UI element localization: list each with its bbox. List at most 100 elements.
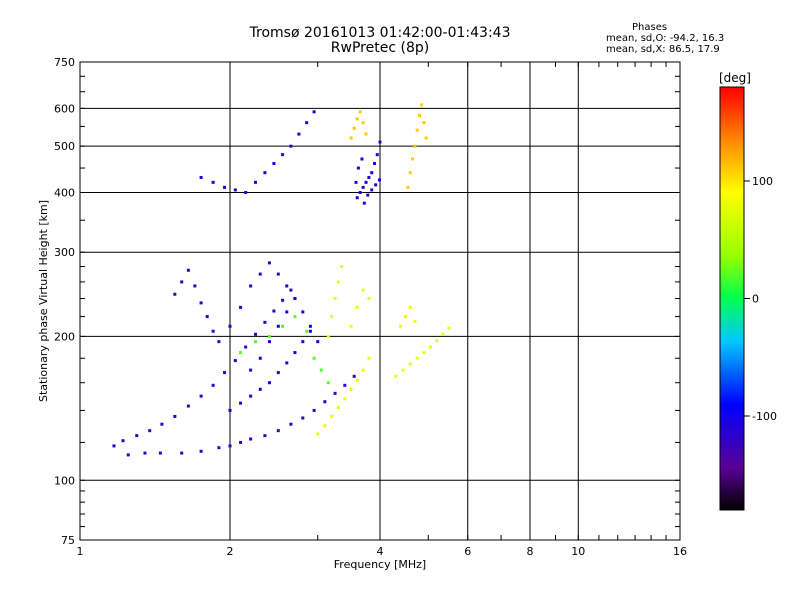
data-point [186,404,190,408]
data-point [422,351,426,355]
data-point [343,397,347,401]
data-point [297,132,301,136]
data-point [293,315,297,319]
x-tick-label: 10 [571,545,585,558]
data-point [408,362,412,366]
data-point [377,178,381,182]
data-point [228,408,232,412]
data-point [276,272,280,276]
x-tick-label: 8 [527,545,534,558]
data-point [370,188,374,192]
data-point [370,171,374,175]
data-point [217,446,221,450]
data-point [186,268,190,272]
data-point [301,340,305,344]
data-point [199,301,203,305]
data-point [281,153,285,157]
data-point [364,180,368,184]
data-point [293,351,297,355]
data-point [205,315,209,319]
data-point [355,117,359,121]
data-point [411,157,415,161]
data-point [413,144,417,148]
data-point [428,345,432,349]
data-point [249,437,253,441]
data-point [360,157,364,161]
y-tick-label: 500 [54,140,75,153]
data-point [199,175,203,179]
data-point [408,171,412,175]
data-point [323,424,327,428]
data-point [394,374,398,378]
data-point [272,309,276,313]
data-point [285,361,289,365]
data-point [358,190,362,194]
data-point [173,292,177,296]
data-point [263,171,267,175]
data-point [199,394,203,398]
data-point [285,284,289,288]
data-point [406,185,410,189]
data-point [249,368,253,372]
x-tick-label: 4 [377,545,384,558]
data-point [408,305,412,309]
data-point [358,110,362,114]
data-point [305,329,309,333]
colorbar-tick-label: 100 [752,175,773,188]
data-point [336,405,340,409]
data-point [352,374,356,378]
data-point [267,340,271,344]
data-point [361,121,365,125]
data-point [354,180,358,184]
data-point [301,310,305,314]
data-point [173,414,177,418]
data-point [239,305,243,309]
data-point [366,193,370,197]
chart-title: Tromsø 20161013 01:42:00-01:43:43 [249,25,511,41]
y-tick-label: 750 [54,56,75,69]
axis-ticks: 1 2 4 6 8 10 16 75 100 200 300 400 500 600 750 [54,56,687,558]
data-point [312,110,316,114]
phase-x-stats: mean, sd,X: 86.5, 17.9 [606,44,720,55]
data-point [420,103,424,107]
data-point [435,339,439,343]
data-point [415,356,419,360]
data-point [330,315,334,319]
data-point [228,444,232,448]
data-point [330,414,334,418]
data-point [336,280,340,284]
data-point [312,408,316,412]
data-point [199,449,203,453]
colorbar-ticks: 100 0 -100 [744,175,777,423]
data-point [361,288,365,292]
data-point [276,324,280,328]
data-point [417,113,421,117]
y-tick-label: 75 [61,534,75,547]
data-point [249,284,253,288]
phase-heading: Phases [632,22,668,33]
data-point [375,153,379,157]
data-point [373,161,377,165]
data-point [211,383,215,387]
phase-o-stats: mean, sd,O: -94.2, 16.3 [606,33,725,44]
data-point [239,351,243,355]
data-point [211,180,215,184]
data-point [239,401,243,405]
data-point [308,329,312,333]
data-point [355,378,359,382]
x-axis-label: Frequency [MHz] [334,558,426,571]
data-point [422,121,426,125]
data-point [305,121,309,125]
data-point [424,136,428,140]
data-point [301,416,305,420]
data-point [316,432,320,436]
data-point [121,439,125,443]
x-tick-label: 2 [227,545,234,558]
data-point [326,381,330,385]
data-point [401,368,405,372]
data-point [281,324,285,328]
data-point [276,429,280,433]
data-point [211,329,215,333]
data-point [399,324,403,328]
data-point [355,196,359,200]
